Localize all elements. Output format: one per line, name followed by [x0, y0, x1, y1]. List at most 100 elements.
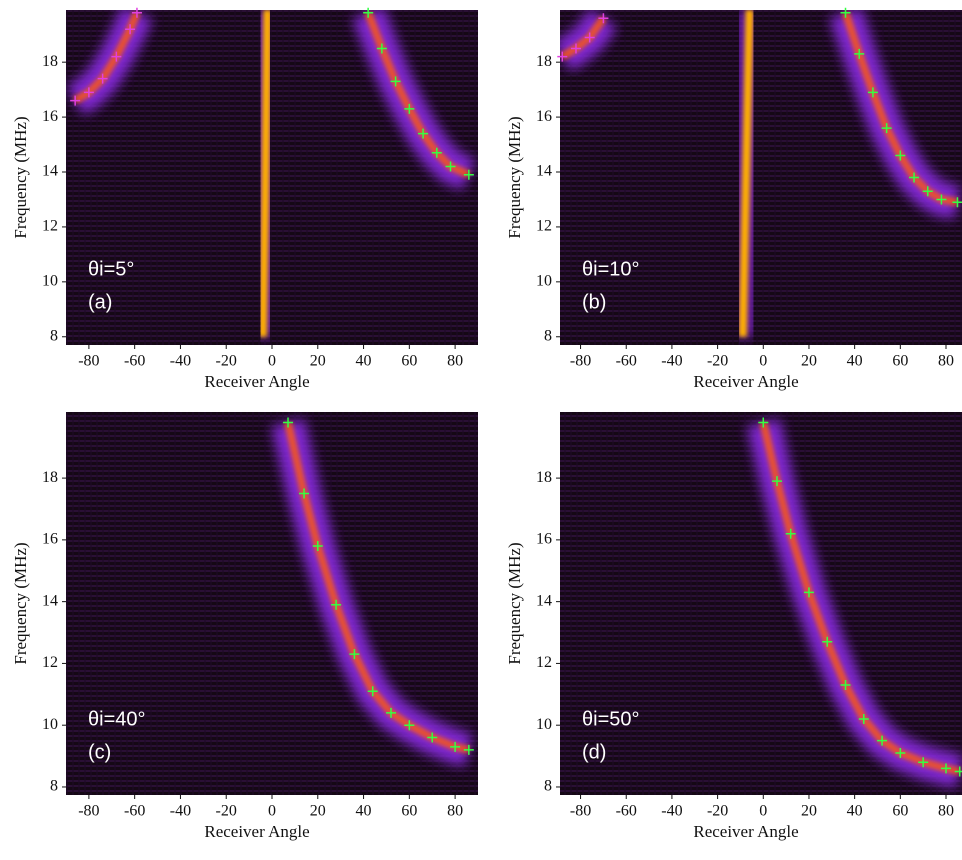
x-tick-label: -60 [616, 353, 637, 370]
x-tick-label: 0 [268, 353, 276, 370]
y-tick-label: 8 [50, 327, 58, 344]
x-tick-label: 20 [801, 803, 817, 820]
x-tick-label: -20 [216, 353, 237, 370]
x-tick-label: -40 [170, 803, 191, 820]
curve-marker [97, 73, 108, 84]
x-tick-label: -20 [707, 803, 728, 820]
curve-marker [111, 51, 122, 62]
curve-marker [858, 714, 869, 725]
curve-marker [918, 757, 929, 768]
x-tick-label: -60 [124, 803, 145, 820]
x-tick-label: 80 [938, 803, 954, 820]
x-tick-label: -40 [661, 353, 682, 370]
curve-marker [70, 95, 81, 106]
curve-marker [445, 161, 456, 172]
x-tick-label: 40 [356, 803, 372, 820]
y-tick-label: 14 [536, 592, 552, 609]
x-tick-label: 40 [356, 353, 372, 370]
y-tick-label: 10 [42, 716, 58, 733]
x-tick-label: -60 [124, 353, 145, 370]
y-tick-label: 18 [42, 53, 58, 70]
annotation: θi=10° [582, 258, 640, 280]
curve-marker [283, 417, 294, 428]
curve-marker [299, 488, 310, 499]
y-axis-title: Frequency (MHz) [505, 542, 524, 664]
curve-marker [463, 744, 474, 755]
y-tick-label: 10 [536, 273, 552, 290]
x-tick-label: 20 [310, 353, 326, 370]
panel: -80 -60 -40 -20 0 20 40 60 80 8 10 12 14 16 18 Receiver… [11, 7, 478, 391]
plot-area [631, 418, 962, 789]
curve-marker [463, 169, 474, 180]
annotation: θi=50° [582, 708, 640, 730]
panel-label: (c) [88, 741, 111, 763]
y-tick-label: 18 [42, 469, 58, 486]
curve-marker [598, 13, 609, 24]
x-tick-label: -40 [170, 353, 191, 370]
curve-marker [922, 186, 933, 197]
plot-area [66, 10, 476, 337]
curve-marker [331, 599, 342, 610]
curve-core [560, 15, 607, 61]
panel: -80 -60 -40 -20 0 20 40 60 80 8 10 12 14 16 18 Receiver… [505, 412, 962, 841]
x-tick-label: 80 [447, 803, 463, 820]
y-tick-label: 10 [536, 716, 552, 733]
panel-label: (b) [582, 291, 606, 313]
x-tick-label: 60 [401, 353, 417, 370]
y-tick-label: 12 [536, 218, 552, 235]
curve-marker [771, 476, 782, 487]
y-tick-label: 14 [536, 163, 552, 180]
y-tick-label: 8 [544, 327, 552, 344]
curve-marker [909, 172, 920, 183]
x-tick-label: -40 [661, 803, 682, 820]
curve-marker [881, 123, 892, 134]
annotation: θi=5° [88, 258, 134, 280]
annotation: θi=40° [88, 708, 146, 730]
panel-label: (d) [582, 741, 606, 763]
y-tick-label: 16 [42, 531, 58, 548]
x-tick-label: -20 [216, 803, 237, 820]
x-tick-label: 20 [310, 803, 326, 820]
y-tick-label: 18 [536, 53, 552, 70]
curve-marker [450, 741, 461, 752]
curve-marker [390, 76, 401, 87]
curve-marker [895, 150, 906, 161]
curve-marker [840, 7, 851, 18]
x-axis-title: Receiver Angle [693, 372, 798, 391]
curve-marker [312, 541, 323, 552]
ridge [258, 10, 272, 337]
ridge [738, 10, 754, 337]
y-tick-label: 8 [544, 778, 552, 795]
x-tick-label: -80 [570, 353, 591, 370]
panel: -80 -60 -40 -20 0 20 40 60 80 8 10 12 14 16 18 Receiver… [505, 7, 962, 391]
curve-marker [125, 24, 136, 35]
x-tick-label: 60 [892, 803, 908, 820]
x-axis-title: Receiver Angle [693, 822, 798, 841]
curve-marker [376, 43, 387, 54]
curve-marker [785, 528, 796, 539]
curve-marker [404, 720, 415, 731]
x-tick-label: 0 [759, 353, 767, 370]
curve-marker [367, 686, 378, 697]
x-tick-label: -80 [570, 803, 591, 820]
curve-marker [952, 197, 962, 208]
x-tick-label: 80 [938, 353, 954, 370]
x-tick-label: -80 [78, 353, 99, 370]
y-tick-label: 16 [42, 108, 58, 125]
x-tick-label: 20 [801, 353, 817, 370]
curve-marker [758, 417, 769, 428]
y-tick-label: 14 [42, 592, 58, 609]
y-tick-label: 12 [42, 654, 58, 671]
x-tick-label: -20 [707, 353, 728, 370]
curve-marker [936, 194, 947, 205]
curve-marker [840, 680, 851, 691]
x-tick-label: 60 [401, 803, 417, 820]
curve-core [759, 421, 961, 776]
curve-marker [363, 7, 374, 18]
curve-marker [941, 763, 952, 774]
x-tick-label: -80 [78, 803, 99, 820]
x-tick-label: 80 [447, 353, 463, 370]
y-tick-label: 16 [536, 531, 552, 548]
curve-marker [895, 747, 906, 758]
